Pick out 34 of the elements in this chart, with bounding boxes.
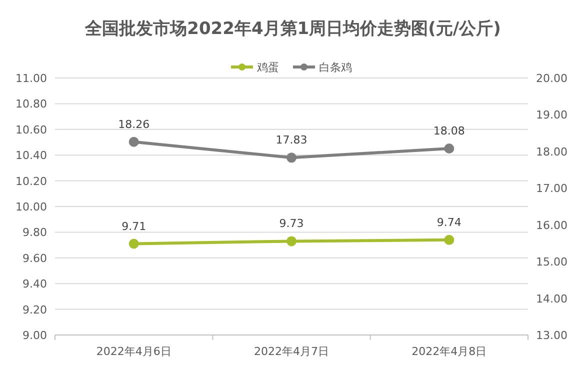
y-tick-label: 11.00 bbox=[16, 72, 47, 85]
y2-tick-label: 15.00 bbox=[536, 256, 568, 269]
data-label: 18.26 bbox=[118, 118, 150, 131]
y-tick-label: 9.80 bbox=[22, 226, 47, 240]
data-label: 17.83 bbox=[276, 134, 308, 147]
x-tick-label: 2022年4月6日 bbox=[96, 345, 172, 358]
y2-tick-label: 17.00 bbox=[536, 182, 568, 196]
legend-label: 鸡蛋 bbox=[256, 61, 279, 74]
legend-label: 白条鸡 bbox=[319, 61, 352, 74]
x-tick-label: 2022年4月8日 bbox=[412, 345, 487, 358]
y2-tick-label: 18.00 bbox=[536, 145, 568, 158]
data-label: 9.74 bbox=[436, 216, 462, 229]
y2-tick-label: 16.00 bbox=[536, 218, 568, 232]
point bbox=[444, 143, 454, 154]
y2-tick-label: 14.00 bbox=[536, 292, 568, 306]
y-tick-label: 9.60 bbox=[22, 252, 47, 265]
y-tick-label: 10.00 bbox=[16, 200, 47, 214]
point bbox=[128, 136, 139, 147]
x-tick-label: 2022年4月7日 bbox=[254, 345, 329, 358]
y2-tick-label: 13.00 bbox=[536, 329, 568, 342]
y-tick-label: 10.40 bbox=[16, 149, 47, 162]
data-label: 18.08 bbox=[433, 124, 465, 138]
y-tick-label: 10.80 bbox=[16, 98, 47, 111]
y-tick-label: 10.60 bbox=[16, 123, 47, 136]
point bbox=[286, 152, 296, 163]
data-label: 9.71 bbox=[122, 220, 146, 233]
y-tick-label: 10.20 bbox=[16, 174, 47, 188]
y-tick-label: 9.20 bbox=[22, 303, 47, 316]
chart-title: 全国批发市场2022年4月第1周日均价走势图(元/公斤) bbox=[84, 19, 501, 39]
y-tick-label: 9.00 bbox=[22, 329, 47, 342]
y2-tick-label: 20.00 bbox=[536, 72, 568, 85]
data-label: 9.73 bbox=[279, 217, 304, 230]
y-tick-label: 9.40 bbox=[22, 278, 47, 291]
y2-tick-label: 19.00 bbox=[536, 108, 568, 122]
